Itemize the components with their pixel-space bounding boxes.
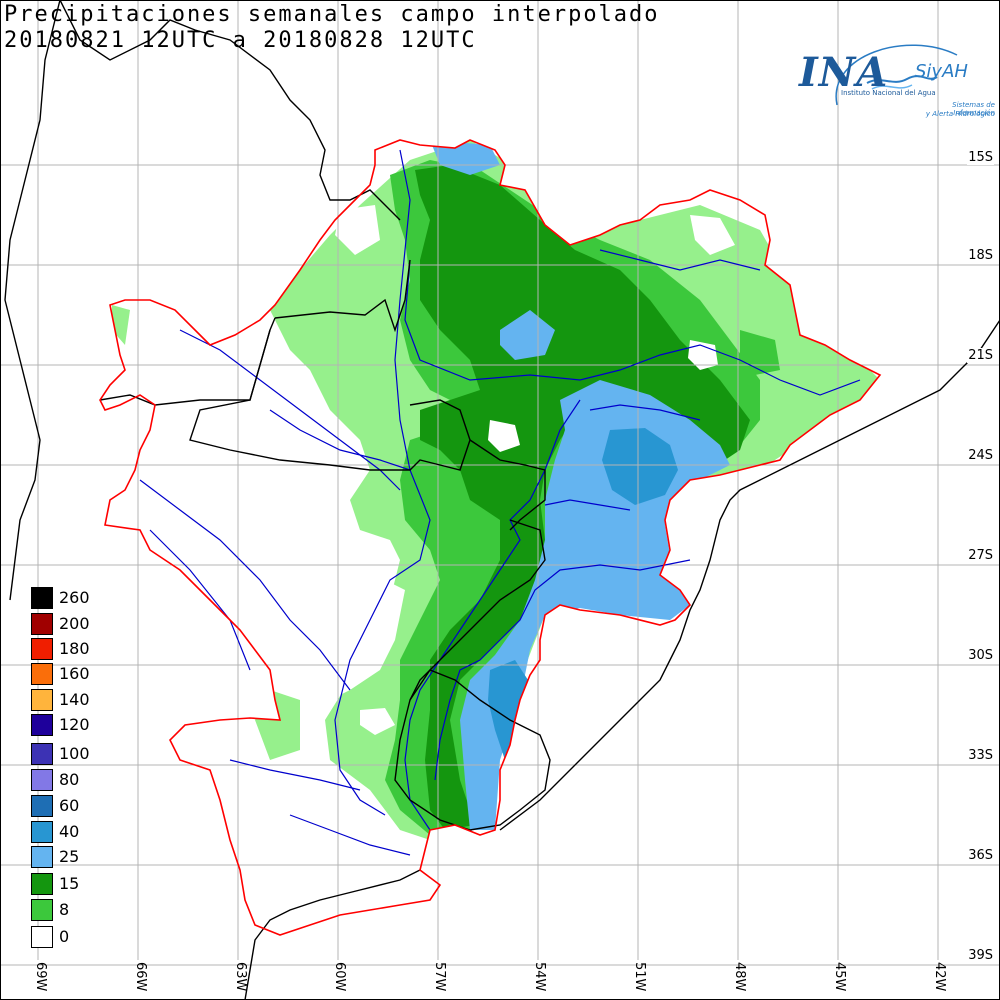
river-dulce — [149, 529, 251, 671]
legend-label: 120 — [59, 715, 90, 734]
lon-label: 57W — [432, 962, 447, 992]
lat-label: 36S — [967, 848, 994, 863]
legend-label: 25 — [59, 847, 80, 866]
logo-institute: Instituto Nacional del Agua — [841, 89, 936, 97]
legend-swatch — [31, 795, 53, 817]
boundary-uruguay — [394, 669, 551, 831]
legend-label: 80 — [59, 770, 80, 789]
blue-25mm-area — [430, 140, 730, 830]
lat-label: 39S — [967, 948, 994, 963]
lat-label: 21S — [967, 348, 994, 363]
lat-label: 30S — [967, 648, 994, 663]
legend-swatch — [31, 821, 53, 843]
legend-swatch — [31, 846, 53, 868]
river-uruguay — [434, 559, 691, 781]
legend-label: 0 — [59, 927, 70, 946]
legend-swatch — [31, 743, 53, 765]
river-pilcomayo — [269, 409, 411, 471]
legend-swatch — [31, 689, 53, 711]
logo-swoosh — [835, 44, 958, 106]
legend-swatch — [31, 587, 53, 609]
legend-swatch — [31, 613, 53, 635]
boundary-paraguay-east — [469, 439, 546, 531]
ina-siyah-logo: INA SiyAH Instituto Nacional del Agua Si… — [797, 35, 997, 135]
legend-swatch — [31, 769, 53, 791]
legend-swatch — [31, 899, 53, 921]
lon-label: 66W — [133, 962, 148, 992]
blue-40mm-area — [488, 428, 678, 760]
river-parana — [404, 259, 861, 396]
legend-label: 15 — [59, 874, 80, 893]
lon-label: 42W — [932, 962, 947, 992]
lat-label: 15S — [967, 150, 994, 165]
legend-label: 100 — [59, 744, 90, 763]
lon-label: 54W — [532, 962, 547, 992]
legend-label: 260 — [59, 588, 90, 607]
map-title: Precipitaciones semanales campo interpol… — [4, 2, 660, 27]
lat-label: 27S — [967, 548, 994, 563]
legend-swatch — [31, 638, 53, 660]
map-date-range: 20180821 12UTC a 20180828 12UTC — [4, 28, 477, 53]
legend-swatch — [31, 873, 53, 895]
coastline-argentina — [244, 869, 421, 1000]
legend-label: 180 — [59, 639, 90, 658]
logo-subtitle-a: Sistemas de Información — [952, 101, 995, 117]
green-15mm-area — [415, 165, 750, 830]
river-salado — [139, 479, 351, 691]
legend-label: 160 — [59, 664, 90, 683]
lat-label: 18S — [967, 248, 994, 263]
boundary-bolivia-brazil — [59, 0, 401, 221]
river-iguazu — [544, 499, 631, 511]
lat-lon-grid — [0, 0, 1000, 966]
legend-swatch — [31, 926, 53, 948]
river-paraguay — [334, 149, 431, 816]
lon-label: 51W — [632, 962, 647, 992]
coastline-brazil — [499, 319, 1000, 831]
legend-label: 140 — [59, 690, 90, 709]
legend-swatch — [31, 714, 53, 736]
river-tiete — [589, 404, 701, 421]
logo-subtitle-b: y Alerta Hidrológico — [925, 110, 995, 118]
lat-label: 24S — [967, 448, 994, 463]
lon-label: 48W — [732, 962, 747, 992]
legend-label: 60 — [59, 796, 80, 815]
boundary-bolivia-paraguay — [274, 259, 411, 333]
boundary-paraguay — [189, 329, 471, 471]
political-boundaries — [4, 0, 1000, 1000]
legend-swatch — [31, 663, 53, 685]
rivers — [139, 149, 861, 856]
river-cuarto — [229, 759, 361, 791]
logo-ina-text: INA — [799, 49, 889, 96]
basin-boundary — [99, 139, 882, 936]
zero-precip-pocket — [320, 205, 735, 735]
lon-label: 60W — [332, 962, 347, 992]
river-colorado — [289, 814, 411, 856]
logo-siyah-text: SiyAH — [915, 61, 968, 82]
lat-label: 33S — [967, 748, 994, 763]
lon-label: 69W — [33, 962, 48, 992]
legend-label: 8 — [59, 900, 70, 919]
lon-label: 63W — [233, 962, 248, 992]
lon-label: 45W — [832, 962, 847, 992]
river-parana-lower — [404, 399, 581, 831]
legend-label: 40 — [59, 822, 80, 841]
legend-label: 200 — [59, 614, 90, 633]
river-grande — [599, 249, 761, 271]
boundary-chile-argentina — [4, 0, 61, 601]
